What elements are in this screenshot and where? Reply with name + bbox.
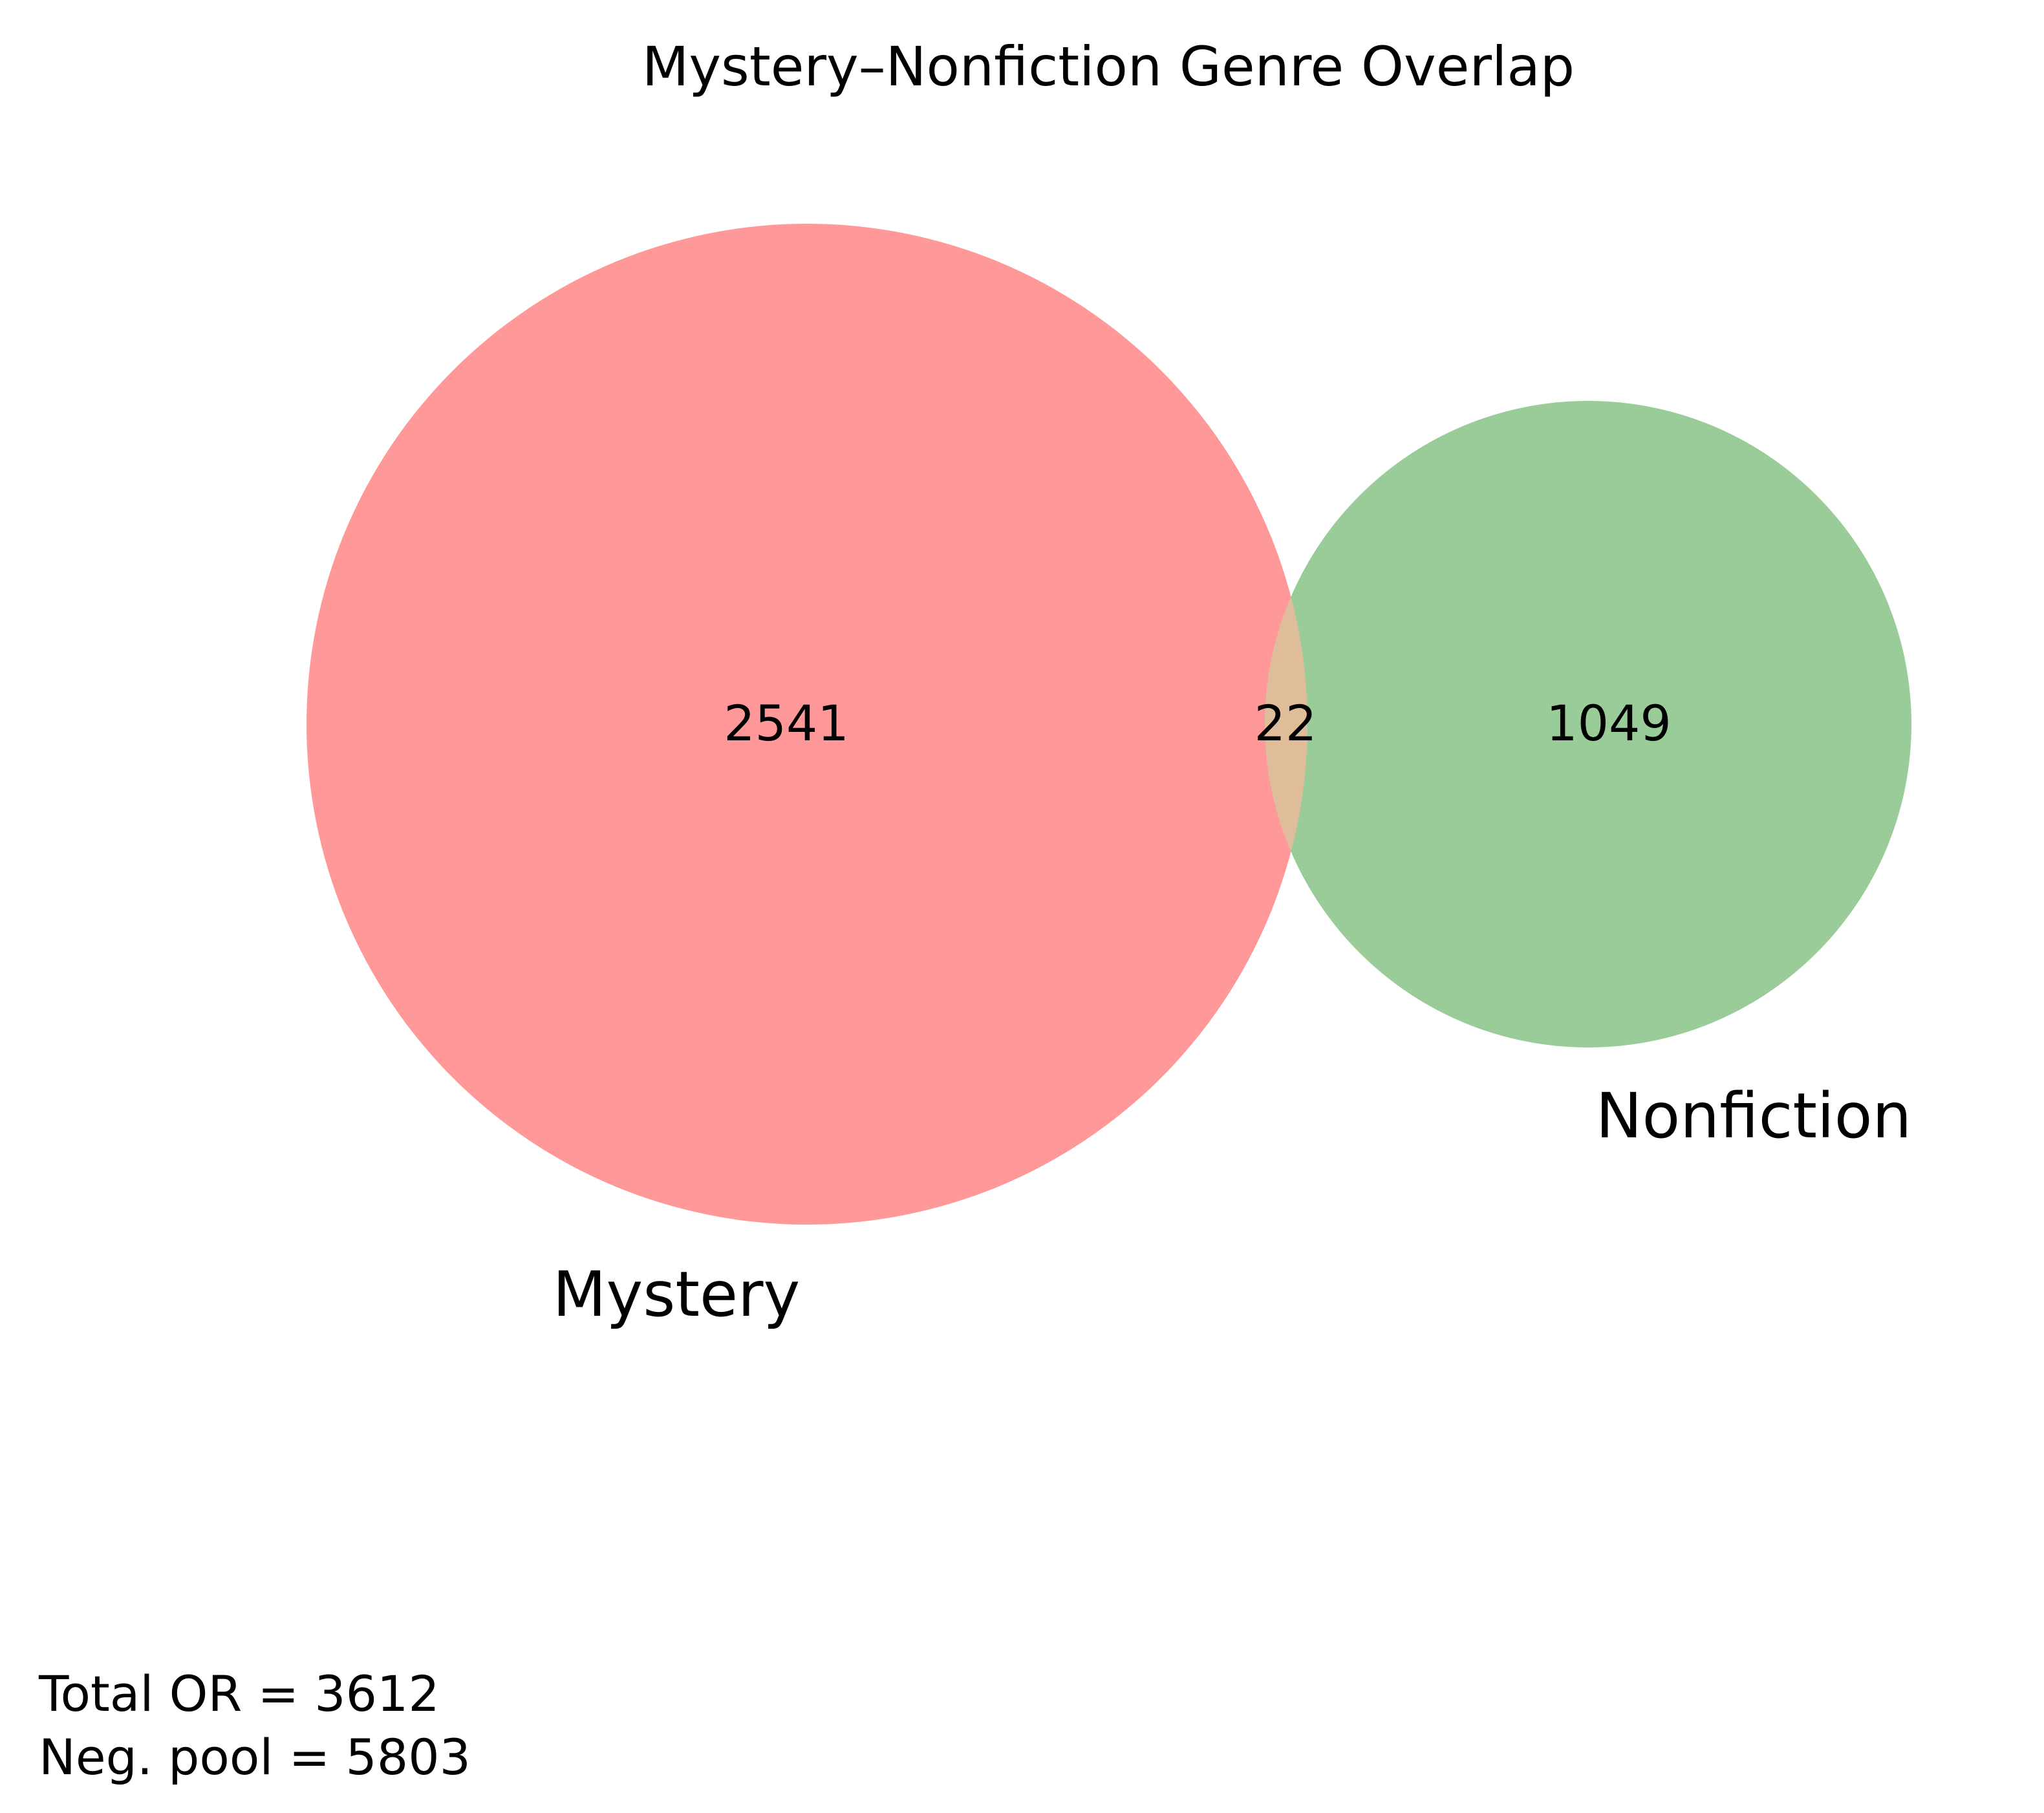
nonfiction-circle [1265, 401, 1911, 1047]
mystery-label: Mystery [553, 1258, 801, 1331]
nonfiction-label: Nonfiction [1596, 1080, 1912, 1152]
chart-title: Mystery–Nonfiction Genre Overlap [642, 35, 1575, 98]
mystery-only-count: 2541 [724, 694, 848, 752]
mystery-circle [307, 224, 1307, 1225]
nonfiction-only-count: 1049 [1546, 694, 1671, 752]
neg-pool-footnote: Neg. pool = 5803 [39, 1728, 471, 1786]
intersection-count: 22 [1254, 694, 1317, 752]
total-footnote: Total OR = 3612 [38, 1665, 440, 1722]
